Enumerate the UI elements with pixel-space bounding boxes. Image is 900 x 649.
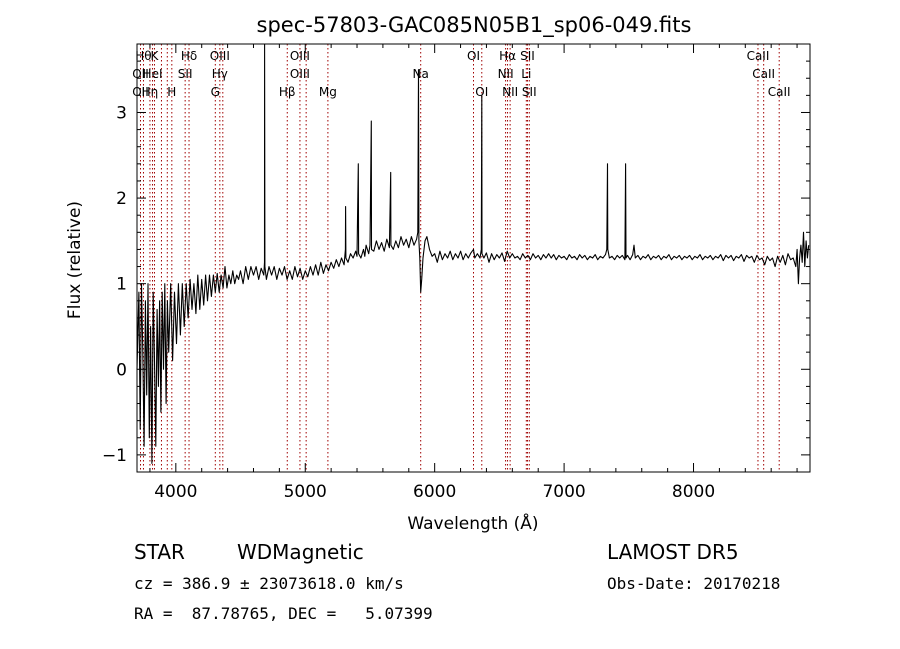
line-marker-label: Li xyxy=(521,67,531,81)
line-marker-label: CaII xyxy=(768,85,791,99)
line-marker-label: SII xyxy=(520,49,535,63)
line-marker-label: CaII xyxy=(747,49,770,63)
line-marker-label: NII xyxy=(502,85,518,99)
y-axis-label: Flux (relative) xyxy=(65,201,85,319)
line-marker-label: OIII xyxy=(290,49,310,63)
line-marker-label: OIII xyxy=(290,67,310,81)
line-marker-label: Hα xyxy=(499,49,516,63)
line-marker-label: Na xyxy=(413,67,429,81)
line-marker-label: OII xyxy=(132,67,149,81)
ra-dec: RA = 87.78765, DEC = 5.07399 xyxy=(134,604,433,623)
x-tick-label: 5000 xyxy=(284,482,327,502)
line-marker-label: K xyxy=(151,49,160,63)
chart-title: spec-57803-GAC085N05B1_sp06-049.fits xyxy=(257,13,692,38)
line-marker-label: NII xyxy=(498,67,514,81)
x-tick-label: 7000 xyxy=(542,482,585,502)
plot-frame xyxy=(136,43,811,473)
y-tick-label: −1 xyxy=(102,446,127,466)
plot-area xyxy=(136,43,810,464)
spectrum-line xyxy=(136,43,810,464)
line-marker-label: OI xyxy=(467,49,480,63)
x-tick-label: 6000 xyxy=(413,482,456,502)
line-marker-label: OI xyxy=(475,85,488,99)
y-tick-label: 3 xyxy=(116,103,127,123)
object-class: STAR xyxy=(134,540,185,564)
line-marker-label: H xyxy=(167,85,176,99)
line-marker-label: Hθ xyxy=(135,49,151,63)
y-tick-label: 0 xyxy=(116,360,127,380)
x-tick-label: 8000 xyxy=(672,482,715,502)
y-axis: −1 0 1 2 3 xyxy=(102,43,810,466)
line-marker-label: Hδ xyxy=(181,49,197,63)
obs-date: Obs-Date: 20170218 xyxy=(607,574,781,593)
line-marker-label: OIII xyxy=(210,49,230,63)
line-marker-label: Hβ xyxy=(279,85,296,99)
line-marker-label: CaII xyxy=(752,67,775,81)
redshift-text: cz = 386.9 ± 23073618.0 km/s xyxy=(134,574,404,593)
y-tick-label: 1 xyxy=(116,275,127,295)
line-marker-label: SII xyxy=(178,67,193,81)
line-marker-label: HeI xyxy=(143,67,163,81)
y-tick-label: 2 xyxy=(116,189,127,209)
line-marker-label: OII xyxy=(132,85,149,99)
x-tick-label: 4000 xyxy=(154,482,197,502)
line-marker-label: Mg xyxy=(319,85,337,99)
object-subclass: WDMagnetic xyxy=(237,540,364,564)
survey-label: LAMOST DR5 xyxy=(607,540,739,564)
line-marker-label: G xyxy=(211,85,220,99)
x-axis-label: Wavelength (Å) xyxy=(407,512,538,534)
line-marker-label: SII xyxy=(522,85,537,99)
line-marker-label: Hγ xyxy=(212,67,228,81)
x-axis: 4000 5000 6000 7000 8000 xyxy=(149,44,798,502)
line-marker-label: Hη xyxy=(142,85,159,99)
